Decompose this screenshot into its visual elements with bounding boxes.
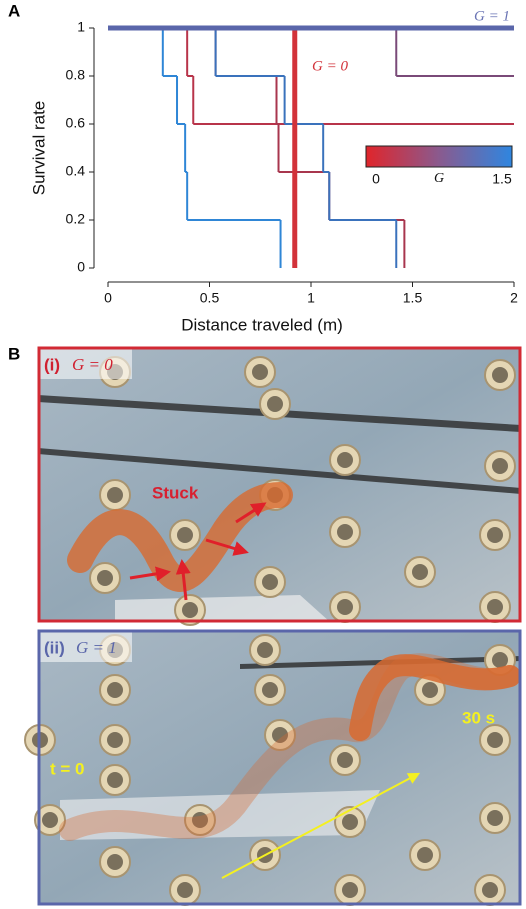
peg-hole — [342, 882, 358, 898]
peg-hole — [337, 452, 353, 468]
peg-hole — [337, 599, 353, 615]
peg-hole — [337, 752, 353, 768]
arrow — [175, 559, 191, 601]
photo-title: G = 0 — [72, 355, 113, 374]
peg-hole — [417, 847, 433, 863]
colorbar-label: G — [434, 171, 444, 186]
peg-hole — [482, 882, 498, 898]
panel-label: B — [8, 344, 20, 363]
photo-tag: (i) — [44, 355, 60, 374]
peg-hole — [337, 524, 353, 540]
peg-hole — [177, 527, 193, 543]
panel-label: A — [8, 1, 20, 20]
reflection — [115, 595, 330, 622]
robot — [349, 654, 521, 741]
peg-hole — [252, 364, 268, 380]
y-tick-label: 0.6 — [66, 115, 86, 131]
colorbar-tick-label: 1.5 — [492, 171, 512, 187]
stripe — [38, 448, 521, 494]
annotation: t = 0 — [50, 759, 85, 778]
peg-hole — [257, 642, 273, 658]
y-tick-label: 0.8 — [66, 67, 86, 83]
photo-border — [37, 346, 522, 623]
y-axis-label: Survival rate — [29, 101, 48, 195]
annotation: G = 0 — [312, 58, 348, 74]
peg-hole — [177, 882, 193, 898]
peg-hole — [487, 732, 503, 748]
peg-hole — [97, 570, 113, 586]
peg-hole — [272, 727, 288, 743]
peg-hole — [262, 574, 278, 590]
x-tick-label: 2 — [510, 290, 518, 306]
y-tick-label: 0 — [77, 259, 85, 275]
y-tick-label: 0.2 — [66, 211, 86, 227]
arrow — [205, 538, 249, 556]
photo: Stuck (i) G = 0 — [37, 346, 522, 626]
peg-hole — [487, 599, 503, 615]
annotation: Stuck — [152, 483, 199, 502]
annotation: 30 s — [462, 708, 495, 727]
peg-hole — [487, 527, 503, 543]
colorbar — [365, 145, 513, 168]
arrow — [235, 502, 267, 524]
reflection — [60, 790, 380, 840]
peg-hole — [267, 396, 283, 412]
peg-hole — [182, 602, 198, 618]
peg-hole — [262, 682, 278, 698]
robot — [67, 482, 293, 592]
x-tick-label: 0.5 — [200, 290, 220, 306]
peg-hole — [342, 814, 358, 830]
photo-title: G = 1 — [76, 638, 117, 657]
peg-hole — [107, 487, 123, 503]
x-tick-label: 1 — [307, 290, 315, 306]
peg-hole — [412, 564, 428, 580]
peg-hole — [422, 682, 438, 698]
y-tick-label: 1 — [77, 19, 85, 35]
photo-border — [37, 629, 522, 906]
peg-hole — [107, 772, 123, 788]
annotation: G = 1 — [474, 8, 510, 24]
label-box — [40, 349, 132, 379]
peg-hole — [107, 732, 123, 748]
peg-hole — [492, 367, 508, 383]
photo: t = 0 30 s (ii) G = 1 — [24, 629, 522, 906]
x-tick-label: 1.5 — [403, 290, 423, 306]
peg-hole — [492, 652, 508, 668]
y-tick-label: 0.4 — [66, 163, 86, 179]
peg-hole — [107, 682, 123, 698]
plot: 0 0.2 0.4 0.6 0.8 1 0 0.5 1 1.5 2 0 1.5 G — [66, 19, 519, 306]
x-tick-label: 0 — [104, 290, 112, 306]
peg-hole — [492, 458, 508, 474]
colorbar-tick-label: 0 — [372, 171, 380, 187]
label-box — [40, 632, 132, 662]
peg-hole — [107, 854, 123, 870]
photo-tag: (ii) — [44, 638, 65, 657]
x-axis-label: Distance traveled (m) — [181, 315, 343, 334]
arrow — [129, 566, 171, 582]
peg-hole — [42, 812, 58, 828]
arrow — [221, 772, 421, 879]
peg-hole — [487, 810, 503, 826]
peg-hole — [192, 812, 208, 828]
